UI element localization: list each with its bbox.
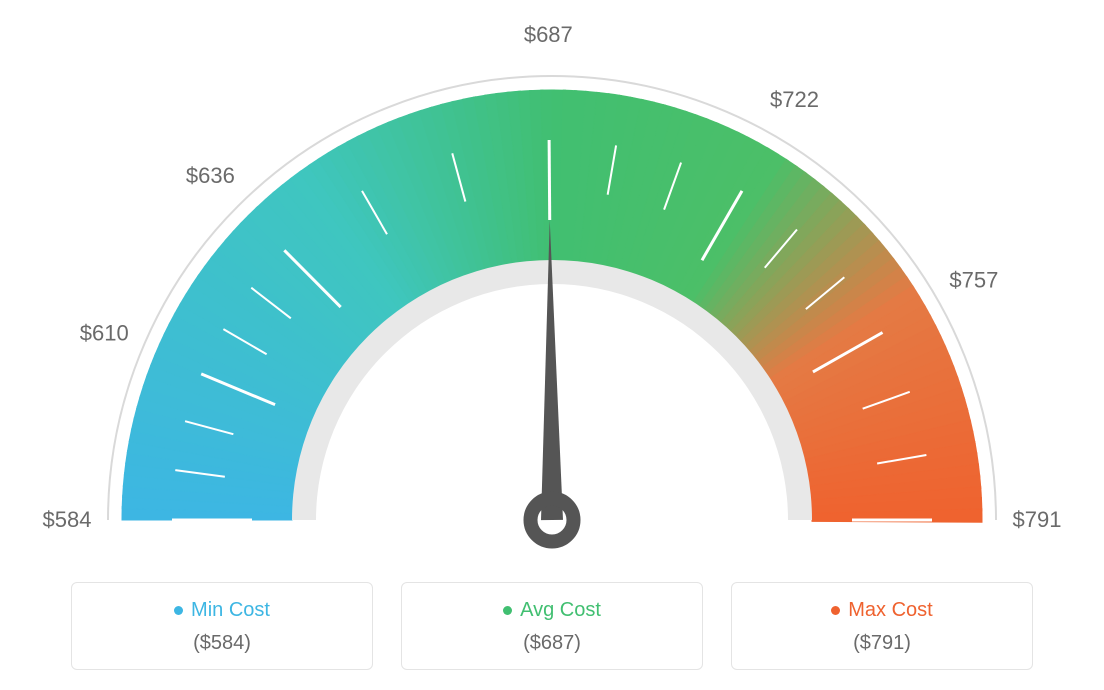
- legend-min-dot: [174, 606, 183, 615]
- svg-text:$722: $722: [770, 87, 819, 112]
- legend-max-box: Max Cost ($791): [731, 582, 1033, 670]
- svg-text:$610: $610: [80, 321, 129, 346]
- gauge-svg: $584 $610 $636 $687 $722 $757 $791: [0, 0, 1104, 580]
- legend-max-title: Max Cost: [831, 599, 932, 622]
- cost-gauge-chart: $584 $610 $636 $687 $722 $757 $791 Min Cost ($…: [0, 0, 1104, 690]
- legend-avg-box: Avg Cost ($687): [401, 582, 703, 670]
- legend-avg-label: Avg Cost: [520, 599, 601, 622]
- svg-text:$636: $636: [186, 163, 235, 188]
- legend-max-label: Max Cost: [848, 599, 932, 622]
- svg-text:$791: $791: [1013, 507, 1062, 532]
- gauge-area: $584 $610 $636 $687 $722 $757 $791: [0, 0, 1104, 580]
- legend-max-value: ($791): [732, 632, 1032, 655]
- svg-text:$584: $584: [43, 507, 92, 532]
- legend-min-box: Min Cost ($584): [71, 582, 373, 670]
- legend-min-value: ($584): [72, 632, 372, 655]
- legend-min-label: Min Cost: [191, 599, 270, 622]
- legend-avg-dot: [503, 606, 512, 615]
- legend-max-dot: [831, 606, 840, 615]
- legend-avg-value: ($687): [402, 632, 702, 655]
- legend-row: Min Cost ($584) Avg Cost ($687) Max Cost…: [0, 582, 1104, 670]
- svg-text:$687: $687: [524, 22, 573, 47]
- svg-text:$757: $757: [949, 268, 998, 293]
- legend-avg-title: Avg Cost: [503, 599, 601, 622]
- legend-min-title: Min Cost: [174, 599, 270, 622]
